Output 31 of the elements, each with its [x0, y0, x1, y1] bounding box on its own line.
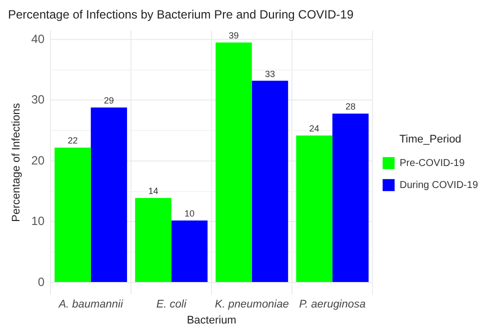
y-axis-title: Percentage of Infections	[10, 102, 23, 222]
data-label: 29	[104, 96, 114, 106]
bar	[296, 135, 332, 282]
y-tick-label: 30	[31, 92, 45, 107]
y-tick-label: 0	[38, 274, 45, 289]
y-tick-label: 10	[31, 214, 45, 228]
legend-label: Pre-COVID-19	[400, 158, 466, 169]
x-axis-title: Bacterium	[186, 314, 236, 326]
y-tick-label: 20	[31, 153, 45, 168]
bar	[216, 42, 252, 282]
legend-label: During COVID-19	[400, 180, 478, 191]
data-label: 28	[345, 102, 356, 112]
x-tick-label: E. coli	[156, 298, 187, 310]
data-label: 39	[228, 30, 239, 41]
x-tick-label: K. pneumoniae	[214, 298, 289, 310]
data-label: 14	[148, 186, 158, 196]
bar	[171, 220, 208, 282]
x-tick-label: P. aeruginosa	[299, 298, 366, 310]
bar	[252, 80, 288, 282]
bar	[90, 108, 128, 282]
data-label: 22	[68, 136, 78, 146]
x-tick-label: A. baumannii	[58, 298, 124, 310]
chart-title: Percentage of Infections by Bacterium Pre and During COVID-19	[8, 8, 354, 22]
data-label: 33	[264, 68, 275, 79]
y-tick-label: 40	[31, 32, 45, 46]
legend-title: Time_Period	[399, 133, 462, 146]
bar	[54, 148, 91, 282]
data-label: 10	[184, 208, 194, 218]
bar	[135, 198, 172, 282]
data-label: 24	[309, 123, 320, 134]
bar	[332, 114, 369, 282]
